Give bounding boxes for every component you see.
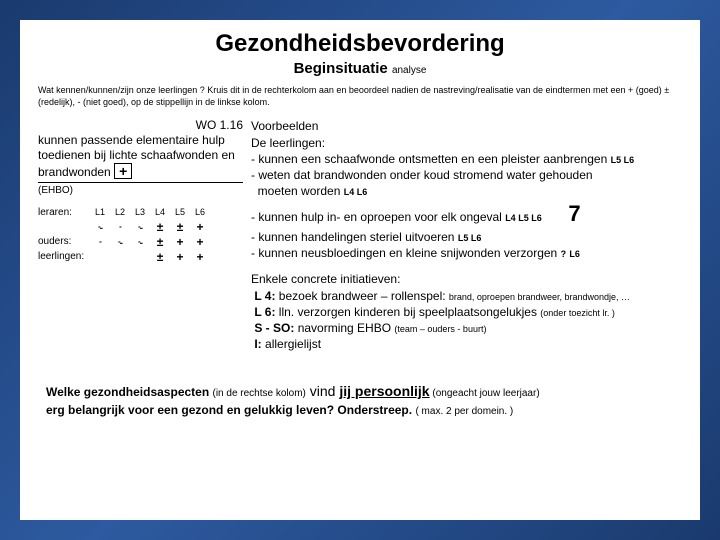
cell: - <box>90 237 110 247</box>
col-l1: L1 <box>90 207 110 218</box>
page-title: Gezondheidsbevordering <box>38 30 682 58</box>
ex-line-4: - kunnen handelingen steriel uitvoeren L… <box>251 229 682 245</box>
label-lln: leerlingen: <box>38 251 90 264</box>
tags: L5 L6 <box>458 233 482 243</box>
subtitle: Beginsituatie analyse <box>38 60 682 77</box>
wo-text: kunnen passende elementaire hulp toedien… <box>38 133 235 179</box>
grid-header: leraren: L1 L2 L3 L4 L5 L6 <box>38 206 243 220</box>
ehbo-label: (EHBO) <box>38 185 243 198</box>
tags: L6 <box>569 249 580 259</box>
cell: ± <box>150 250 170 265</box>
cell: -.. <box>130 222 150 232</box>
plus-box: + <box>114 163 132 179</box>
init-l6: L 6: lln. verzorgen kinderen bij speelpl… <box>251 304 682 320</box>
ex-line-5: - kunnen neusbloedingen en kleine snijwo… <box>251 245 682 261</box>
wo-code: WO 1.16 <box>196 118 243 132</box>
cell: ± <box>170 220 190 235</box>
col-l3: L3 <box>130 207 150 218</box>
subtitle-main: Beginsituatie <box>294 60 388 77</box>
cell: -.. <box>90 222 110 232</box>
wo-code-row: WO 1.16 <box>38 118 243 133</box>
ex-line-1: - kunnen een schaafwonde ontsmetten en e… <box>251 151 682 167</box>
init-sso: S - SO: navorming EHBO (team – ouders - … <box>251 320 682 336</box>
cell: + <box>170 250 190 265</box>
cell: + <box>190 235 210 250</box>
row-ouders: ouders: - -.. -.. ± + + <box>38 235 243 250</box>
left-column: WO 1.16 kunnen passende elementaire hulp… <box>38 118 243 352</box>
footer-question: Welke gezondheidsaspecten (in de rechtse… <box>38 382 682 419</box>
tags: L4 L5 L6 <box>505 213 542 223</box>
tags: L4 L6 <box>344 187 368 197</box>
cell: - <box>110 222 130 232</box>
subtitle-suffix: analyse <box>392 65 426 76</box>
cell: + <box>190 250 210 265</box>
de-leerlingen: De leerlingen: <box>251 135 682 151</box>
voorbeelden-hdr: Voorbeelden <box>251 118 682 134</box>
row-leerlingen: leerlingen: ± + + <box>38 250 243 265</box>
ex-line-2a: - weten dat brandwonden onder koud strom… <box>251 167 682 183</box>
big-seven: 7 <box>568 201 580 226</box>
init-l4: L 4: bezoek brandweer – rollenspel: bran… <box>251 288 682 304</box>
ex-line-3: - kunnen hulp in- en oproepen voor elk o… <box>251 199 682 229</box>
cell: ± <box>150 220 170 235</box>
cell: ± <box>150 235 170 250</box>
label-ouders: ouders: <box>38 236 90 249</box>
cell: -.. <box>110 237 130 247</box>
mark: ? <box>561 249 567 259</box>
main-columns: WO 1.16 kunnen passende elementaire hulp… <box>38 118 682 352</box>
rating-grid: leraren: L1 L2 L3 L4 L5 L6 -.. - -.. ± ±… <box>38 206 243 265</box>
col-l2: L2 <box>110 207 130 218</box>
initiatives: Enkele concrete initiatieven: L 4: bezoe… <box>251 271 682 352</box>
col-l5: L5 <box>170 207 190 218</box>
wo-block: WO 1.16 kunnen passende elementaire hulp… <box>38 118 243 183</box>
cell: -.. <box>130 237 150 247</box>
cell: + <box>190 220 210 235</box>
intro-text: Wat kennen/kunnen/zijn onze leerlingen ?… <box>38 85 682 108</box>
right-column: Voorbeelden De leerlingen: - kunnen een … <box>251 118 682 352</box>
slide: Gezondheidsbevordering Beginsituatie ana… <box>20 20 700 520</box>
col-l6: L6 <box>190 207 210 218</box>
tags: L5 L6 <box>611 155 635 165</box>
col-l4: L4 <box>150 207 170 218</box>
row-leraren: -.. - -.. ± ± + <box>38 220 243 235</box>
init-i: I: allergielijst <box>251 336 682 352</box>
init-hdr: Enkele concrete initiatieven: <box>251 271 682 287</box>
ex-line-2b: moeten worden L4 L6 <box>251 183 682 199</box>
cell: + <box>170 235 190 250</box>
grid-label-leraren: leraren: <box>38 207 90 220</box>
